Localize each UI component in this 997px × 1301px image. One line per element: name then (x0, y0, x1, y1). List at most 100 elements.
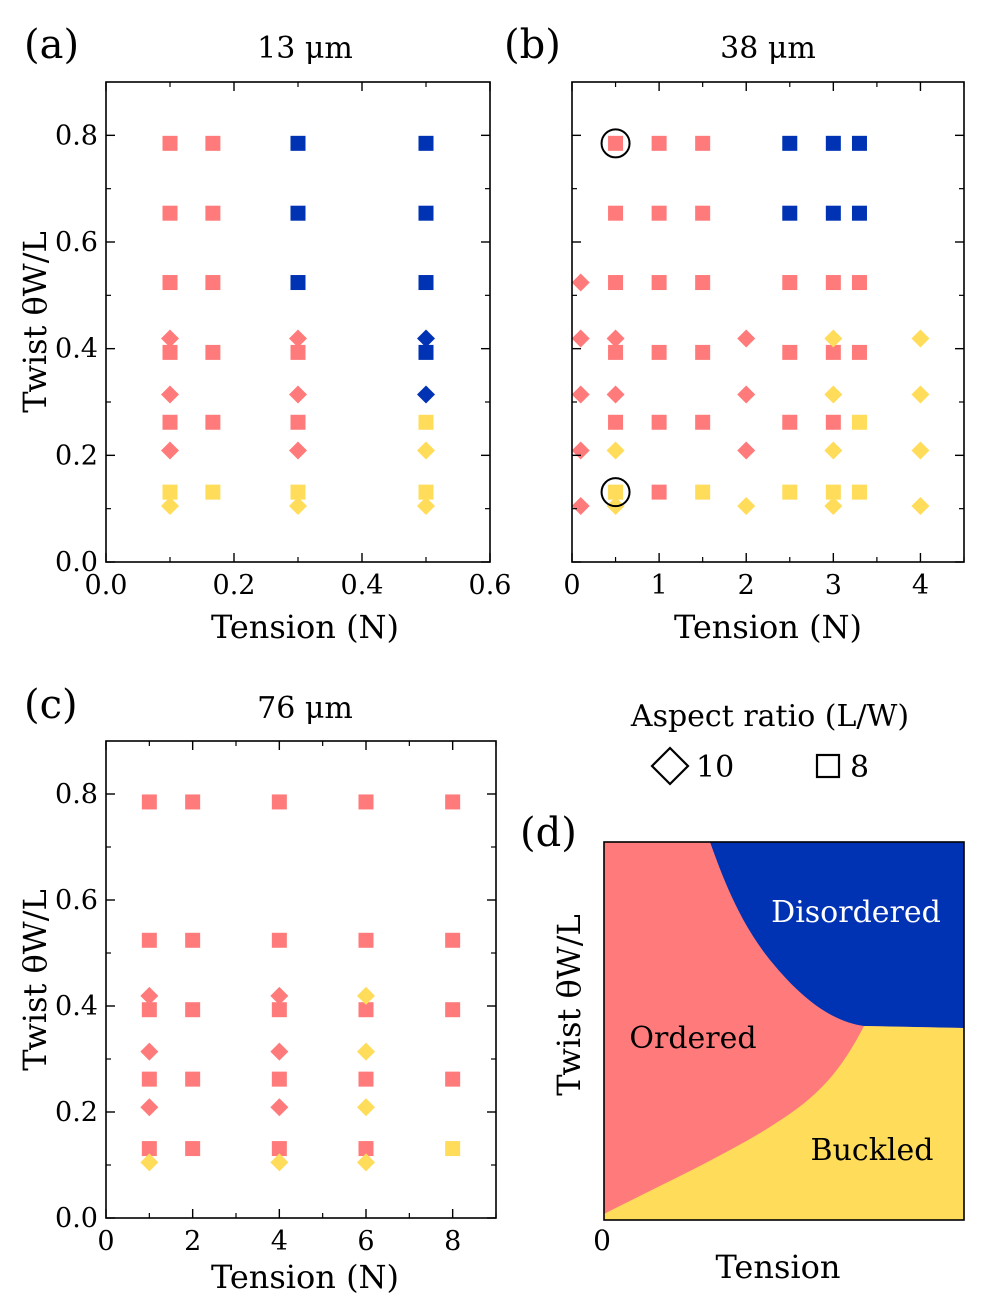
panel-b-diamond-point-4-0-314 (911, 385, 930, 404)
panel-c-y-tick-label: 0.6 (55, 885, 98, 916)
panel-a-square-point-0-3-0-654 (290, 205, 306, 221)
panel-c-square-point-8-0-524 (445, 932, 461, 948)
panel-a-diamond-point-0-1-0-314 (161, 385, 179, 404)
panel-label-b: (b) (504, 22, 561, 68)
panel-c-square-point-4-0-393 (271, 1002, 287, 1018)
panel-a-square-point-0-3-0-785 (290, 135, 306, 151)
panel-b-diamond-point-2-0-419 (737, 329, 756, 348)
panel-a-square-point-0-3-0-131 (290, 484, 306, 500)
panel-b-highlight-circle-0-785 (600, 128, 631, 159)
panel-b-diamond-point-3-0-314 (824, 385, 843, 404)
panel-b-square-point-3-0-262 (825, 414, 841, 430)
panel-c-square-point-6-0-393 (358, 1002, 374, 1018)
panel-c-y-axis-label: Twist θW/L (16, 889, 54, 1070)
panel-c-x-tick-label: 8 (444, 1226, 461, 1257)
panel-a-square-point-0-3-0-262 (290, 414, 306, 430)
panel-b-diamond-point-4-0-209 (911, 441, 930, 460)
panel-a-square-point-0-167-0-654 (205, 205, 221, 221)
panel-b-diamond-point-2-0-314 (737, 385, 756, 404)
panel-c-diamond-point-6-0-419 (357, 986, 375, 1005)
panel-a-diamond-point-0-1-0-419 (161, 329, 179, 348)
panel-c-square-point-2-0-785 (185, 794, 201, 810)
panel-b-square-point-1-0-393 (651, 344, 667, 360)
panel-b-square-point-3-0-654 (825, 205, 841, 221)
legend-square-label: 8 (850, 750, 869, 785)
panel-b-square-point-3-3-0-131 (851, 484, 867, 500)
panel-c-x-axis-label: Tension (N) (211, 1258, 399, 1296)
panel-b-square-point-2-5-0-131 (782, 484, 798, 500)
panel-b-square-point-1-0-785 (651, 135, 667, 151)
panel-b-diamond-point-0-1-0-524 (571, 273, 590, 292)
panel-c-diamond-point-1-0-314 (140, 1042, 159, 1061)
panel-c-x-tick-label: 2 (184, 1226, 201, 1257)
panel-a-square-point-0-1-0-785 (162, 135, 178, 151)
panel-a-y-tick-label: 0.2 (55, 440, 98, 471)
panel-b-square-point-0-5-0-262 (608, 414, 624, 430)
panel-c-diamond-point-1-0-419 (140, 986, 159, 1005)
panel-d-y-axis-label: Twist θW/L (550, 914, 588, 1095)
panel-c-diamond-point-4-0-209 (270, 1098, 289, 1117)
panel-a-title: 13 μm (257, 31, 353, 66)
panel-c-square-point-8-0-262 (445, 1071, 461, 1087)
panel-a-y-tick-label: 0.0 (55, 547, 98, 578)
panel-a-x-tick-label: 0.0 (85, 570, 128, 601)
panel-c-diamond-point-4-0-314 (270, 1042, 289, 1061)
panel-b-square-point-2-5-0-654 (782, 205, 798, 221)
panel-c-title: 76 μm (257, 691, 353, 726)
panel-b-square-point-1-5-0-131 (695, 484, 711, 500)
panel-b-diamond-point-4-0-419 (911, 329, 930, 348)
panel-label-d: (d) (520, 810, 577, 856)
panel-a-square-point-0-167-0-524 (205, 275, 221, 291)
panel-b-square-point-3-3-0-262 (851, 414, 867, 430)
panel-label-a: (a) (24, 22, 79, 68)
panel-b-x-tick-label: 1 (651, 570, 668, 601)
panel-b-plot-area: 0 1 2 3 4 (563, 81, 965, 601)
panel-b-diamond-point-0-5-0-419 (606, 329, 625, 348)
panel-c-diamond-point-6-0-314 (357, 1042, 375, 1061)
panel-a-x-axis-label: Tension (N) (211, 608, 399, 646)
panel-a-diamond-point-0-1-0-209 (161, 441, 179, 460)
panel-a-diamond-point-0-1-0-105 (161, 497, 179, 515)
panel-a: (a) 13 μm 0.0 0.2 0.4 0.6 0.0 0.2 0.4 0.6 0.8 Te… (16, 22, 511, 646)
panel-b-square-point-3-0-393 (825, 344, 841, 360)
panel-a-x-tick-label: 0.6 (469, 570, 512, 601)
panel-a-square-point-0-5-0-393 (418, 344, 434, 360)
panel-c-diamond-point-1-0-105 (140, 1153, 159, 1172)
panel-b-square-point-3-3-0-393 (851, 344, 867, 360)
panel-b-title: 38 μm (720, 31, 816, 66)
panel-b-square-point-3-3-0-654 (851, 205, 867, 221)
panel-b-diamond-point-3-0-105 (824, 497, 843, 515)
panel-c-square-point-1-0-524 (141, 932, 157, 948)
panel-b-square-point-3-3-0-785 (851, 135, 867, 151)
region-buckled-label: Buckled (811, 1133, 934, 1168)
panel-d-regions (604, 842, 964, 1220)
region-ordered-label: Ordered (629, 1021, 756, 1056)
panel-c-square-point-2-0-393 (185, 1002, 201, 1018)
panel-c-square-point-1-0-262 (141, 1071, 157, 1087)
panel-a-square-point-0-3-0-393 (290, 344, 306, 360)
panel-b-x-tick-label: 0 (563, 570, 580, 601)
panel-a-square-point-0-167-0-131 (205, 484, 221, 500)
panel-c-y-tick-label: 0.8 (55, 779, 98, 810)
panel-b-highlight-circle-0-131 (600, 477, 631, 508)
panel-b-diamond-point-2-0-105 (737, 497, 756, 515)
panel-a-diamond-point-0-3-0-105 (289, 497, 307, 515)
panel-c-square-point-1-0-785 (141, 794, 157, 810)
panel-c-square-point-2-0-524 (185, 932, 201, 948)
panel-a-square-point-0-167-0-393 (205, 344, 221, 360)
panel-a-diamond-point-0-3-0-419 (289, 329, 307, 348)
panel-b-square-point-0-5-0-524 (608, 275, 624, 291)
panel-b-square-point-3-3-0-524 (851, 275, 867, 291)
panel-b-square-point-1-0-131 (651, 484, 667, 500)
panel-c-square-point-4-0-785 (271, 794, 287, 810)
panel-a-y-tick-label: 0.6 (55, 227, 98, 258)
panel-a-square-point-0-5-0-785 (418, 135, 434, 151)
panel-b-square-point-0-5-0-785 (608, 135, 624, 151)
panel-c-square-point-8-0-785 (445, 794, 461, 810)
panel-b-square-point-1-5-0-524 (695, 275, 711, 291)
panel-b-diamond-point-3-0-419 (824, 329, 843, 348)
panel-a-diamond-point-0-5-0-209 (417, 441, 435, 460)
panel-a-plot-area: 0.0 0.2 0.4 0.6 0.0 0.2 0.4 0.6 0.8 (55, 81, 512, 601)
panel-c-square-point-4-0-262 (271, 1071, 287, 1087)
